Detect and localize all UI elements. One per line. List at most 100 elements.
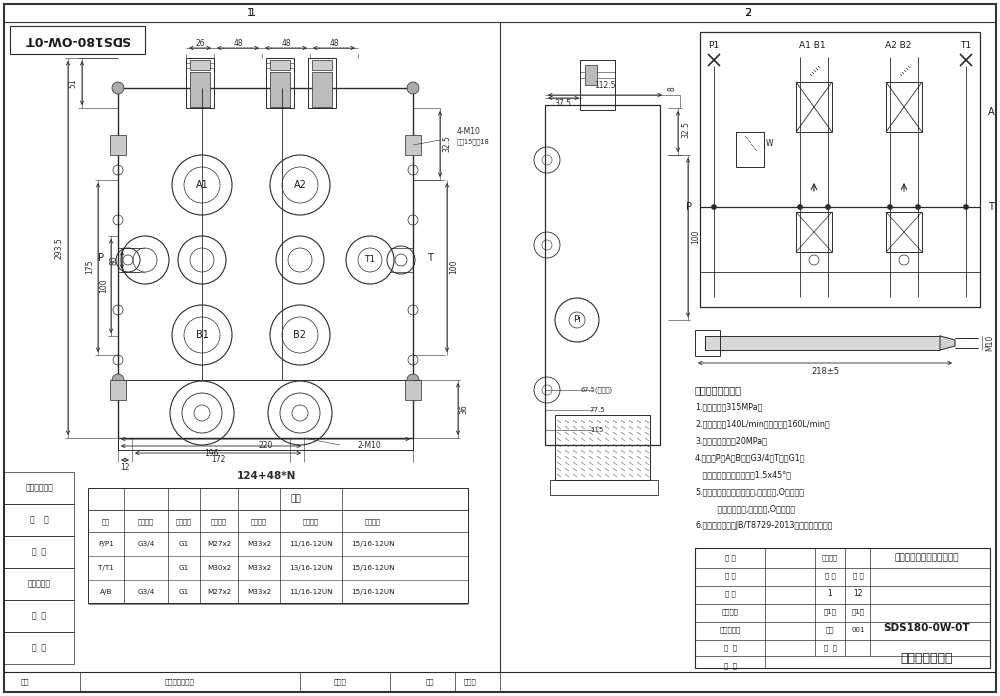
Bar	[796, 82, 832, 132]
Text: 1.公称压力：315MPa；: 1.公称压力：315MPa；	[695, 402, 762, 411]
Text: 5.控制方式：第一联：手动,钢球定位,O型阀杆；: 5.控制方式：第一联：手动,钢球定位,O型阀杆；	[695, 487, 804, 496]
Text: 螺纹规格: 螺纹规格	[303, 519, 319, 525]
Text: 工艺检查: 工艺检查	[722, 609, 738, 615]
Bar	[4, 632, 74, 664]
Text: A1: A1	[196, 180, 208, 190]
Text: B2: B2	[294, 330, 306, 340]
Text: 设 计: 设 计	[725, 555, 735, 561]
Text: 均为平面密封，油口倾角1.5x45°；: 均为平面密封，油口倾角1.5x45°；	[695, 470, 791, 479]
Text: P/P1: P/P1	[98, 541, 114, 547]
Text: 100: 100	[692, 230, 700, 244]
Text: 220: 220	[259, 441, 273, 450]
Text: M33x2: M33x2	[247, 565, 271, 571]
Text: 4-M10: 4-M10	[457, 127, 481, 136]
Text: 15/16-12UN: 15/16-12UN	[351, 541, 395, 547]
Text: 更改内容及原因: 更改内容及原因	[165, 679, 195, 686]
Text: 技术要求及参数：: 技术要求及参数：	[695, 385, 742, 395]
Text: 第1张: 第1张	[852, 609, 864, 615]
Text: 12: 12	[120, 463, 130, 471]
Text: 校  描: 校 描	[32, 548, 46, 557]
Text: 螺纹规格: 螺纹规格	[365, 519, 381, 525]
Text: B1: B1	[196, 330, 208, 340]
Text: 标准化检查: 标准化检查	[719, 626, 741, 633]
Text: M30x2: M30x2	[207, 565, 231, 571]
Text: 油口: 油口	[102, 519, 110, 525]
Text: 112.5: 112.5	[594, 81, 616, 90]
Text: 日期: 日期	[426, 679, 434, 686]
Text: 67.5(螺纹孔): 67.5(螺纹孔)	[581, 387, 613, 393]
Bar	[580, 60, 615, 110]
Text: M10: M10	[986, 335, 994, 351]
Circle shape	[407, 82, 419, 94]
Polygon shape	[940, 336, 955, 350]
Bar	[312, 72, 332, 107]
Bar	[695, 330, 720, 356]
Text: 校 对: 校 对	[725, 591, 735, 597]
Bar	[555, 415, 650, 480]
Text: Pi: Pi	[573, 315, 581, 324]
Text: 数 量: 数 量	[825, 573, 835, 579]
Text: W: W	[766, 139, 774, 148]
Bar	[10, 26, 145, 54]
Circle shape	[407, 374, 419, 386]
Text: 8: 8	[668, 86, 676, 91]
Text: M27x2: M27x2	[207, 541, 231, 547]
Text: T: T	[427, 253, 433, 263]
Text: 48: 48	[233, 38, 243, 47]
Bar	[700, 32, 980, 307]
Circle shape	[712, 205, 716, 209]
Text: 2: 2	[745, 8, 751, 18]
Bar	[695, 548, 990, 668]
Text: 196: 196	[204, 448, 218, 457]
Bar	[585, 65, 597, 85]
Circle shape	[798, 205, 802, 209]
Bar	[186, 58, 214, 108]
Text: 二联多路换向阀: 二联多路换向阀	[901, 651, 953, 665]
Text: 13/16-12UN: 13/16-12UN	[289, 565, 333, 571]
Text: G3/4: G3/4	[137, 589, 155, 595]
Text: P1: P1	[708, 42, 720, 51]
Text: T/T1: T/T1	[98, 565, 114, 571]
Text: 签  字: 签 字	[32, 612, 46, 621]
Text: 比 例: 比 例	[853, 573, 863, 579]
Text: 48: 48	[281, 38, 291, 47]
Text: M27x2: M27x2	[207, 589, 231, 595]
Text: T1: T1	[960, 42, 972, 51]
Text: P: P	[98, 253, 104, 263]
Text: T: T	[988, 202, 994, 212]
Text: 2: 2	[744, 8, 752, 18]
Bar	[308, 58, 336, 108]
Text: 6.产品验收标准按JB/T8729-2013液压多路换向阀。: 6.产品验收标准按JB/T8729-2013液压多路换向阀。	[695, 521, 832, 530]
Text: M33x2: M33x2	[247, 589, 271, 595]
Text: 001: 001	[851, 627, 865, 633]
Text: 293.5: 293.5	[54, 237, 64, 259]
Circle shape	[964, 205, 968, 209]
Text: 描    图: 描 图	[30, 516, 48, 525]
Text: G1: G1	[179, 589, 189, 595]
Text: 115: 115	[590, 427, 604, 433]
Text: 孔深15螺深18: 孔深15螺深18	[457, 139, 490, 145]
Bar	[405, 135, 421, 155]
Text: 26: 26	[195, 38, 205, 47]
Text: M33x2: M33x2	[247, 541, 271, 547]
Text: 48: 48	[329, 38, 339, 47]
Circle shape	[916, 205, 920, 209]
Text: A: A	[988, 107, 995, 117]
Text: 日  期: 日 期	[32, 644, 46, 653]
Text: 51: 51	[68, 78, 78, 88]
Bar	[4, 536, 74, 568]
Text: 1: 1	[247, 8, 253, 18]
Text: A2 B2: A2 B2	[885, 42, 911, 51]
Bar	[110, 135, 126, 155]
Text: 共1张: 共1张	[824, 609, 836, 615]
Text: 认审核: 认审核	[464, 679, 476, 686]
Text: 218±5: 218±5	[811, 367, 839, 376]
Text: G1: G1	[179, 565, 189, 571]
Text: G1: G1	[179, 541, 189, 547]
Text: G3/4: G3/4	[137, 541, 155, 547]
Text: 螺纹规格: 螺纹规格	[211, 519, 227, 525]
Circle shape	[826, 205, 830, 209]
Text: 2.公称流量：140L/min；最大流量160L/min；: 2.公称流量：140L/min；最大流量160L/min；	[695, 419, 830, 428]
Bar	[4, 600, 74, 632]
Text: A1 B1: A1 B1	[799, 42, 825, 51]
